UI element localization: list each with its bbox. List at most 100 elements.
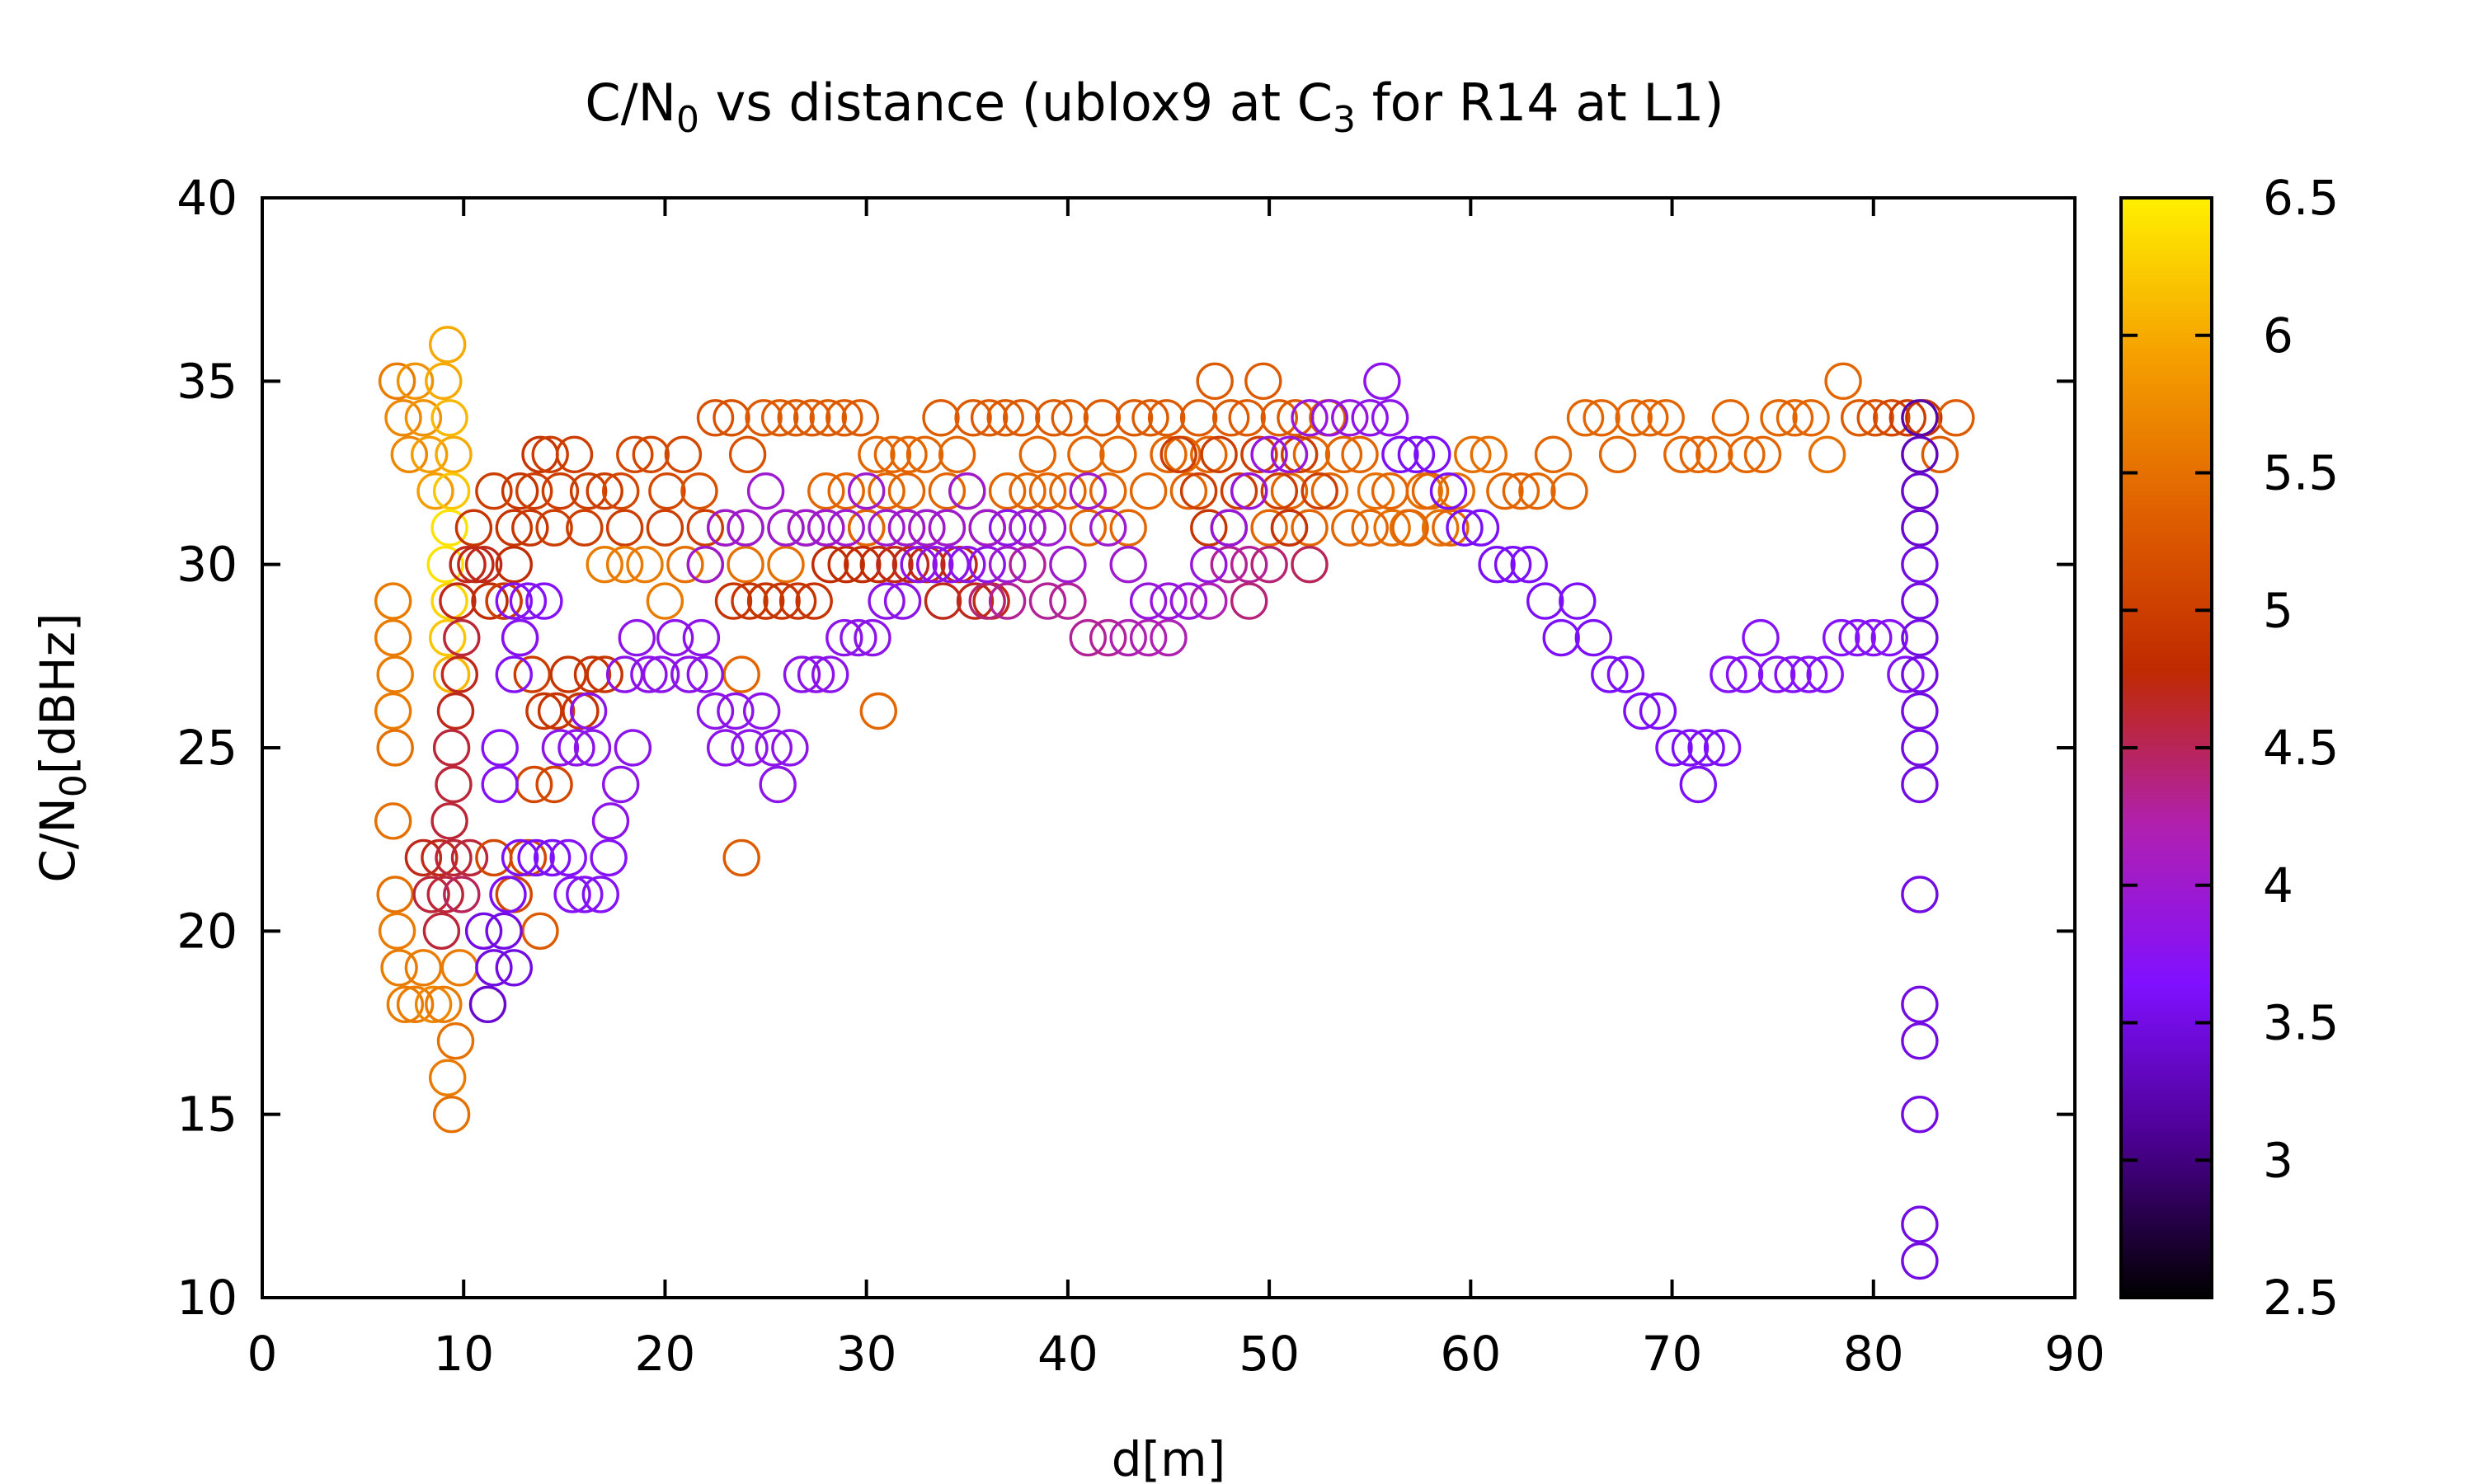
data-point [429, 618, 467, 657]
data-point [1109, 546, 1147, 584]
data-point [905, 435, 944, 473]
data-point [1411, 472, 1450, 510]
data-point [1131, 399, 1169, 437]
data-point [1655, 729, 1693, 767]
data-point [731, 582, 769, 620]
data-point [1210, 509, 1249, 547]
data-point [1190, 435, 1228, 473]
data-point [859, 546, 898, 584]
data-point [1089, 472, 1127, 510]
data-point [1901, 655, 1939, 693]
data-point [928, 509, 967, 547]
data-point [557, 729, 595, 767]
data-point [1901, 546, 1939, 584]
data-point [682, 618, 721, 657]
data-point [404, 838, 443, 877]
data-point [1397, 435, 1436, 473]
data-point [464, 912, 503, 951]
data-point [376, 876, 414, 913]
data-point [464, 546, 503, 584]
data-point [1109, 509, 1147, 547]
data-point [1250, 546, 1288, 584]
colorbar-tick-label: 3 [2263, 1132, 2293, 1188]
data-point [443, 876, 481, 913]
data-point [670, 655, 708, 693]
data-point [430, 802, 468, 840]
data-point [380, 949, 418, 987]
data-point [1725, 655, 1764, 693]
data-point [1351, 399, 1389, 437]
data-point [439, 582, 477, 620]
data-point [501, 838, 539, 877]
data-point [1808, 435, 1846, 473]
colorbar-tick-label: 6 [2263, 308, 2293, 364]
data-point [586, 655, 623, 693]
data-point [1049, 582, 1087, 620]
colorbar-tick-label: 6.5 [2263, 170, 2339, 226]
data-point [1035, 399, 1073, 437]
data-point [1240, 435, 1278, 473]
x-tick-label: 70 [1642, 1326, 1703, 1382]
data-point [481, 765, 519, 804]
data-point [686, 509, 724, 547]
data-point [868, 582, 905, 620]
x-tick-label: 40 [1037, 1326, 1098, 1382]
data-point [440, 655, 478, 693]
data-point [707, 509, 745, 547]
data-point [481, 729, 519, 767]
data-point [1381, 435, 1419, 473]
data-point [1550, 472, 1588, 510]
data-point [1421, 509, 1460, 547]
data-point [586, 472, 623, 510]
title-middle: vs distance (ublox9 at C [699, 73, 1333, 133]
data-point [970, 399, 1009, 437]
data-point [731, 729, 769, 767]
colorbar-labels: 2.5 3 3.5 4 4.5 5 5.5 6 6.5 [2263, 170, 2339, 1326]
data-point [374, 582, 412, 620]
data-point [1542, 618, 1580, 657]
data-point [1774, 655, 1812, 693]
data-point [1671, 729, 1710, 767]
data-point [717, 692, 755, 730]
data-point [457, 546, 495, 584]
data-point [1200, 435, 1238, 473]
data-point [432, 472, 471, 510]
data-point [1028, 582, 1067, 620]
data-point [1574, 618, 1613, 657]
data-point [471, 582, 509, 620]
data-point [1639, 692, 1677, 730]
data-point [501, 472, 539, 510]
data-point [1901, 765, 1939, 804]
data-point [374, 802, 412, 840]
data-point [1270, 472, 1309, 510]
data-point [1757, 655, 1796, 693]
data-point [374, 692, 412, 730]
data-point [713, 399, 750, 437]
data-point [891, 546, 930, 584]
data-point [1591, 655, 1629, 693]
data-point [771, 729, 809, 767]
data-point [1260, 472, 1299, 510]
data-point [541, 472, 580, 510]
data-point [696, 692, 735, 730]
data-point [696, 399, 735, 437]
data-point [515, 472, 553, 510]
data-point [426, 876, 464, 913]
data-point [787, 509, 825, 547]
data-point [386, 985, 425, 1024]
data-point [1937, 399, 1975, 437]
data-point [614, 729, 652, 767]
data-point [847, 472, 886, 510]
data-point [890, 435, 928, 473]
data-point [1069, 618, 1108, 657]
data-point [1790, 655, 1828, 693]
data-point [948, 472, 986, 510]
data-point [1454, 435, 1492, 473]
data-point [430, 399, 468, 437]
data-point [515, 765, 553, 804]
data-point [666, 546, 704, 584]
data-point [1331, 399, 1369, 437]
data-point [602, 472, 640, 510]
data-point [1502, 472, 1540, 510]
data-point [1873, 399, 1911, 437]
